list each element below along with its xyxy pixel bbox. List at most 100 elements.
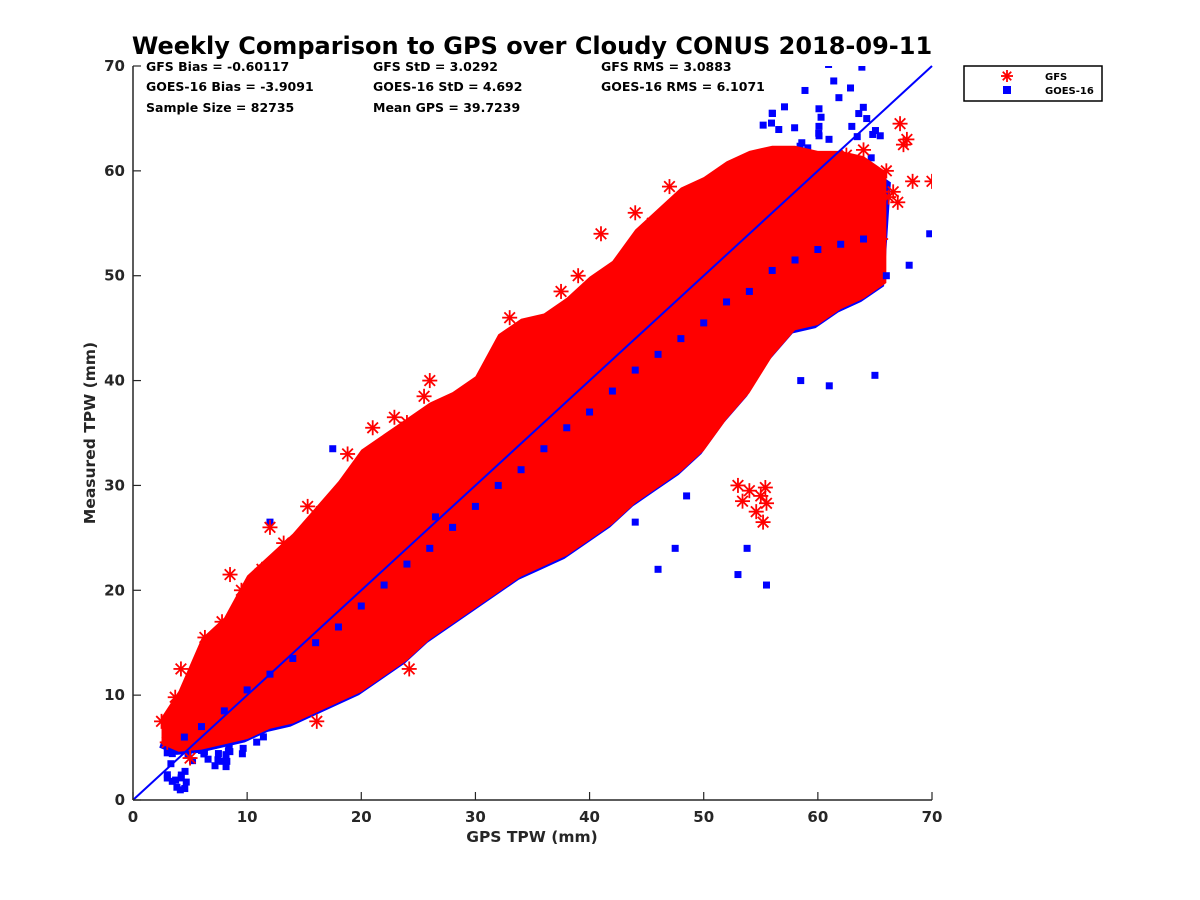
gfs-point [399, 415, 415, 431]
goes16-point [312, 639, 320, 647]
gfs-point [164, 721, 180, 737]
gfs-point [502, 310, 518, 326]
legend-gfs-marker [1001, 70, 1013, 82]
goes16-texture-point [163, 774, 171, 782]
y-axis-label: Measured TPW (mm) [81, 342, 99, 524]
goes16-texture-point [830, 77, 838, 85]
x-tick-label: 50 [693, 808, 714, 826]
x-tick-label: 70 [922, 808, 943, 826]
y-ticks: 0 10 20 30 40 50 60 70 [104, 57, 141, 809]
goes16-texture-point [815, 129, 823, 137]
x-ticks: 0 10 20 30 40 50 60 70 [128, 792, 943, 826]
gfs-point [462, 383, 478, 399]
goes16-point [631, 518, 639, 526]
goes16-point [449, 523, 457, 531]
gfs-point [661, 179, 677, 195]
goes16-texture-point [211, 762, 219, 770]
gfs-point [525, 352, 540, 368]
series-goes-16 [163, 109, 932, 757]
gfs-density-area [161, 145, 887, 752]
goes16-texture-point [239, 744, 247, 752]
goes16-point [654, 565, 662, 573]
goes16-point [494, 481, 502, 489]
stat-text: GFS RMS = 3.0883 [601, 59, 732, 74]
stat-text: GOES-16 StD = 4.692 [373, 79, 522, 94]
goes16-texture-point [259, 733, 267, 741]
y-tick-label: 60 [104, 162, 125, 180]
gfs-point [755, 514, 771, 530]
x-tick-label: 60 [807, 808, 828, 826]
goes16-point [180, 733, 188, 741]
goes16-point [768, 109, 776, 117]
gfs-point [300, 498, 316, 514]
gfs-point [309, 713, 325, 729]
gfs-point [394, 435, 410, 451]
goes16-texture-point [876, 132, 884, 140]
y-tick-label: 70 [104, 57, 125, 75]
y-tick-label: 40 [104, 372, 125, 390]
gfs-point [673, 278, 689, 294]
gfs-point [386, 409, 402, 425]
goes16-point [926, 230, 932, 238]
goes16-point [357, 602, 365, 610]
legend-gfs-label: GFS [1045, 72, 1067, 83]
goes16-point [220, 707, 228, 715]
gfs-point [696, 205, 712, 221]
goes16-point [797, 377, 805, 385]
plot-area: 0 10 20 30 40 50 60 70 0 10 20 30 40 50 60 70 [104, 57, 943, 826]
goes16-point [197, 723, 205, 731]
gfs-point [787, 173, 803, 189]
goes16-point [608, 387, 616, 395]
gfs-point [233, 582, 249, 598]
gfs-point [553, 283, 569, 299]
gfs-point [154, 713, 170, 729]
series-gfs [154, 116, 932, 766]
gfs-point [365, 420, 381, 436]
goes16-point [837, 240, 845, 248]
goes16-point [517, 466, 525, 474]
goes16-texture-point [226, 748, 234, 756]
stat-text: GOES-16 Bias = -3.9091 [146, 79, 314, 94]
goes16-texture-point [200, 750, 208, 758]
gfs-point [445, 409, 461, 425]
gfs-point [730, 477, 746, 493]
goes16-texture-point [804, 144, 812, 152]
x-axis-label: GPS TPW (mm) [466, 828, 598, 846]
gfs-point [319, 511, 335, 527]
gfs-point [838, 147, 854, 163]
goes16-point [905, 261, 913, 269]
stat-text: GOES-16 RMS = 6.1071 [601, 79, 765, 94]
goes16-point [654, 350, 662, 358]
goes16-point [791, 256, 799, 264]
gfs-point [885, 184, 901, 200]
goes16-texture-point [863, 115, 871, 123]
gfs-point [878, 163, 894, 179]
stat-text: Mean GPS = 39.7239 [373, 100, 520, 115]
gfs-point [668, 236, 684, 252]
gfs-point [206, 677, 222, 693]
goes16-point [163, 749, 171, 757]
gfs-point [254, 561, 270, 577]
goes16-texture-point [848, 122, 856, 130]
goes16-point [563, 424, 571, 432]
y-tick-label: 20 [104, 581, 125, 599]
y-tick-label: 50 [104, 267, 125, 285]
goes16-texture-point [835, 94, 843, 102]
gfs-edge-cloud [161, 145, 887, 752]
goes16-texture-point [253, 738, 261, 746]
goes16-texture-point [204, 755, 212, 763]
gfs-point [644, 215, 660, 231]
goes16-texture-point [759, 121, 767, 129]
goes16-point [762, 581, 770, 589]
goes16-point [825, 382, 833, 390]
goes16-point [814, 246, 822, 253]
gfs-point [372, 446, 388, 462]
goes16-texture-point [815, 122, 823, 130]
goes16-texture-point [222, 763, 230, 771]
goes16-texture-point [855, 110, 863, 118]
x-tick-label: 20 [351, 808, 372, 826]
goes16-texture-point [825, 135, 833, 143]
gfs-point [357, 451, 373, 467]
y-tick-label: 0 [115, 791, 125, 809]
goes16-texture-point [858, 66, 866, 71]
